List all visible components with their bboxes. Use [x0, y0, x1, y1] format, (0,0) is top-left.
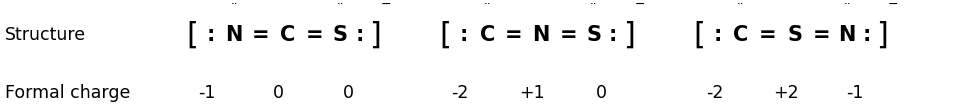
- Text: +1: +1: [520, 84, 545, 102]
- Text: ]: ]: [877, 20, 888, 49]
- Text: [: [: [693, 20, 705, 49]
- Text: :: :: [714, 25, 721, 45]
- Text: -1: -1: [846, 84, 864, 102]
- Text: =: =: [759, 25, 776, 45]
- Text: C: C: [280, 25, 295, 45]
- Text: +2: +2: [773, 84, 799, 102]
- Text: C: C: [480, 25, 495, 45]
- Text: N: N: [225, 25, 243, 45]
- Text: N: N: [532, 25, 550, 45]
- Text: N: N: [838, 25, 856, 45]
- Text: 0: 0: [273, 84, 285, 102]
- Text: =: =: [813, 25, 831, 45]
- Text: [: [: [186, 20, 198, 49]
- Text: ··: ··: [843, 0, 851, 11]
- Text: :: :: [863, 25, 871, 45]
- Text: −: −: [635, 0, 644, 11]
- Text: S: S: [586, 25, 602, 45]
- Text: :: :: [356, 25, 364, 45]
- Text: -2: -2: [706, 84, 723, 102]
- Text: ··: ··: [590, 0, 598, 11]
- Text: −: −: [888, 0, 898, 11]
- Text: Structure: Structure: [5, 26, 86, 44]
- Text: 0: 0: [596, 84, 607, 102]
- Text: ]: ]: [623, 20, 635, 49]
- Text: :: :: [207, 25, 214, 45]
- Text: S: S: [332, 25, 348, 45]
- Text: ··: ··: [230, 0, 238, 11]
- Text: ··: ··: [484, 0, 491, 11]
- Text: 0: 0: [342, 84, 354, 102]
- Text: [: [: [440, 20, 451, 49]
- Text: C: C: [733, 25, 749, 45]
- Text: :: :: [460, 25, 468, 45]
- Text: Formal charge: Formal charge: [5, 84, 131, 102]
- Text: =: =: [252, 25, 269, 45]
- Text: ··: ··: [336, 0, 344, 11]
- Text: =: =: [560, 25, 577, 45]
- Text: ]: ]: [370, 20, 381, 49]
- Text: −: −: [381, 0, 391, 11]
- Text: =: =: [306, 25, 324, 45]
- Text: ··: ··: [737, 0, 745, 11]
- Text: :: :: [609, 25, 617, 45]
- Text: -1: -1: [198, 84, 215, 102]
- Text: =: =: [505, 25, 523, 45]
- Text: S: S: [787, 25, 802, 45]
- Text: -2: -2: [451, 84, 469, 102]
